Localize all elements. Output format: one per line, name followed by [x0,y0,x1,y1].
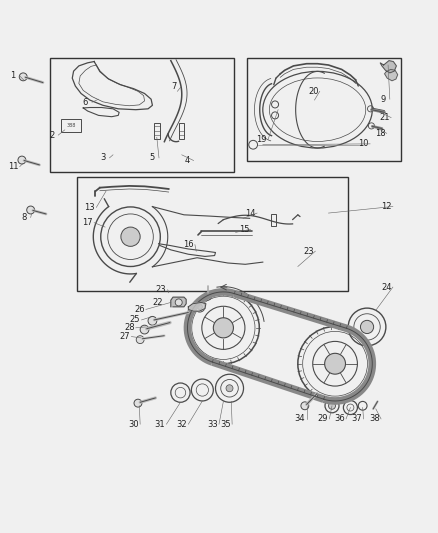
Circle shape [197,304,202,310]
Text: 24: 24 [381,282,392,292]
Text: 9: 9 [381,95,386,104]
Text: 32: 32 [177,419,187,429]
Text: 36: 36 [334,415,345,423]
Text: 35: 35 [220,419,231,429]
Text: 31: 31 [155,419,165,429]
Circle shape [360,320,374,334]
Text: 12: 12 [381,202,392,211]
Text: 30: 30 [128,419,139,429]
Circle shape [325,353,346,374]
Text: 15: 15 [239,225,249,234]
Text: 3: 3 [100,154,106,163]
Circle shape [328,402,336,409]
Text: 2: 2 [49,131,54,140]
Polygon shape [188,302,206,311]
Bar [271,214,276,226]
Circle shape [136,336,144,344]
Text: 5: 5 [150,154,155,163]
Text: 17: 17 [82,218,93,227]
Text: 29: 29 [318,415,328,423]
Text: 19: 19 [256,135,267,144]
Circle shape [140,325,149,334]
Text: 22: 22 [152,298,163,307]
Text: 34: 34 [295,415,305,423]
Text: 388: 388 [66,123,76,128]
Circle shape [18,156,26,164]
Circle shape [175,299,182,306]
Bar [61,119,81,132]
Text: 20: 20 [308,87,318,96]
Circle shape [204,292,212,300]
Circle shape [213,318,233,338]
Circle shape [226,385,233,392]
Text: 11: 11 [8,162,18,171]
Text: 18: 18 [375,129,385,138]
Text: 23: 23 [304,247,314,256]
Text: 16: 16 [183,240,194,249]
Text: 21: 21 [379,113,390,122]
Polygon shape [385,69,398,81]
Text: 8: 8 [21,213,27,222]
Text: 1: 1 [11,71,16,80]
Circle shape [121,227,140,246]
Text: 4: 4 [184,156,190,165]
Text: 37: 37 [352,415,362,423]
Text: 38: 38 [369,415,380,423]
Text: 13: 13 [85,203,95,212]
Text: 28: 28 [124,324,134,332]
Text: 33: 33 [207,419,218,429]
Circle shape [148,317,157,325]
Text: 7: 7 [172,83,177,92]
Polygon shape [380,61,396,73]
Polygon shape [171,297,186,307]
Text: 25: 25 [130,316,140,325]
Text: 14: 14 [245,208,256,217]
Text: 27: 27 [120,332,130,341]
Bar [77,177,348,290]
Circle shape [194,302,205,312]
Bar [154,123,160,139]
Circle shape [134,399,142,407]
Circle shape [27,206,35,214]
Circle shape [19,73,27,81]
Text: 10: 10 [358,139,369,148]
Text: 23: 23 [156,285,166,294]
Circle shape [301,402,309,410]
Text: 26: 26 [134,305,145,314]
Bar [247,59,401,161]
Bar [50,59,234,172]
Text: 6: 6 [83,98,88,107]
Bar [179,123,184,139]
